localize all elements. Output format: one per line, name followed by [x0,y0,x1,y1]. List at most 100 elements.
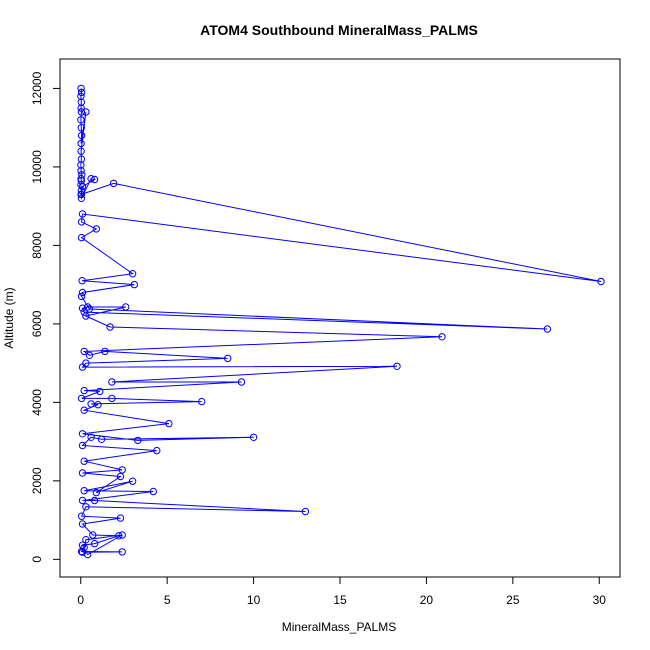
data-point [80,457,88,465]
data-point [118,466,126,474]
data-point [77,194,86,203]
x-tick-label: 5 [164,593,171,607]
y-tick-label: 2000 [30,467,44,494]
data-point [77,292,86,301]
data-point [438,333,446,341]
data-point [78,210,87,218]
data-point [80,308,88,316]
y-tick-label: 6000 [30,310,44,337]
data-point [94,401,102,409]
x-axis-label: MineralMass_PALMS [282,620,396,634]
data-point [80,406,88,414]
data-point [80,487,88,495]
data-point [78,441,87,450]
data-point [116,472,125,481]
data-point [78,548,87,556]
data-point [97,435,106,443]
data-point [118,548,126,556]
data-point [249,433,258,441]
data-point [115,532,123,540]
y-tick-label: 10000 [30,150,44,184]
data-point [77,167,85,175]
data-point [82,108,90,116]
data-point [77,394,86,403]
x-axis: 0 5 10 15 20 25 30 [77,576,607,607]
data-point [82,536,90,544]
data-point [77,547,86,556]
data-point [301,507,310,516]
y-tick-label: 4000 [30,389,44,416]
plot-frame [59,58,621,578]
data-point [224,354,232,363]
series-line [80,88,602,556]
data-point [90,496,99,505]
data-point [128,477,137,485]
data-point [82,312,90,320]
data-point [77,190,86,199]
data-point [77,512,86,520]
data-point [77,186,86,195]
data-point [118,531,126,539]
y-axis-label: Altitude (m) [2,287,16,348]
data-point [101,347,109,356]
data-point [198,397,206,406]
data-point [92,488,101,497]
data-point [165,419,173,428]
data-point [543,325,552,333]
data-point [78,469,87,477]
data-point [87,175,95,183]
data-point [77,116,85,124]
x-tick-label: 0 [77,593,84,607]
data-point [87,400,95,408]
data-point [96,387,104,396]
data-point [77,218,86,226]
data-point [597,277,605,286]
data-point [78,496,87,505]
series-layer [77,84,605,559]
x-tick-label: 15 [333,593,347,607]
data-point [77,108,86,116]
data-point [149,487,158,496]
data-point [89,531,97,539]
data-point [77,88,86,97]
data-point [77,139,85,148]
data-point [90,539,99,548]
data-point [85,351,94,359]
data-point [77,104,85,112]
x-tick-label: 30 [593,593,607,607]
data-point [128,270,137,278]
data-point [77,233,86,242]
y-tick-label: 8000 [30,232,44,259]
data-point [77,161,85,169]
data-point [77,131,86,140]
data-point [77,84,85,93]
data-point [78,277,86,285]
data-point [78,430,87,438]
data-point [237,378,246,386]
x-tick-label: 20 [420,593,434,607]
data-point [77,147,85,155]
y-tick-label: 0 [30,556,44,563]
data-point [109,179,118,188]
x-tick-label: 25 [506,593,520,607]
data-point [92,225,101,233]
x-tick-label: 10 [247,593,261,607]
y-axis: 0 2000 4000 6000 8000 10000 12000 [30,71,61,563]
data-point [78,520,87,528]
data-point [393,362,401,370]
data-point [78,182,87,191]
chart-title: ATOM4 Southbound MineralMass_PALMS [200,22,478,38]
data-point [108,394,116,403]
data-point [122,303,130,311]
data-point [108,378,116,386]
data-point [116,514,125,522]
data-point [78,304,87,312]
data-point [78,363,87,371]
data-point [87,433,95,441]
data-point [82,503,90,511]
y-tick-label: 12000 [30,71,44,105]
data-point [106,323,114,331]
data-point [84,303,92,311]
